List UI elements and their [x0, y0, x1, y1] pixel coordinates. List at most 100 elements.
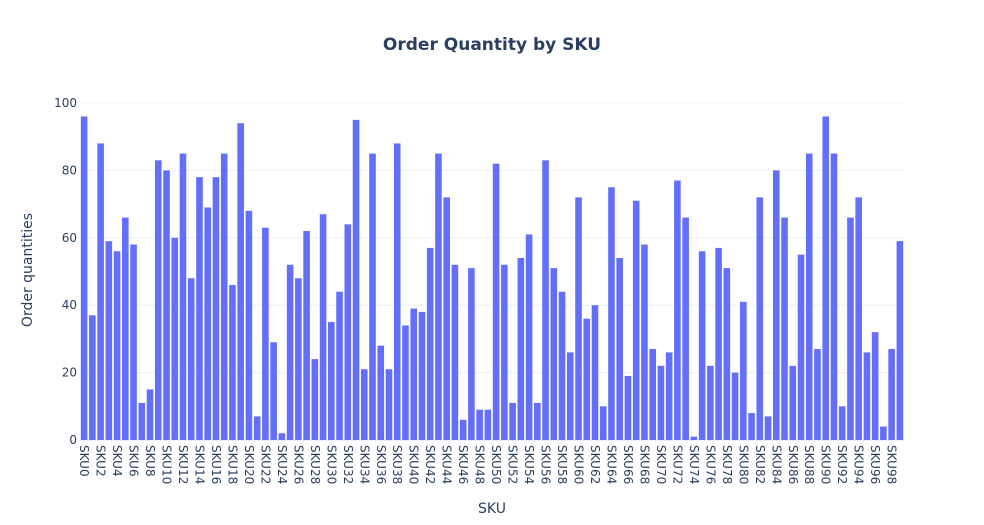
- bar[interactable]: [154, 160, 162, 441]
- bar[interactable]: [163, 170, 170, 440]
- bar[interactable]: [649, 349, 656, 440]
- bar[interactable]: [616, 258, 624, 440]
- bar[interactable]: [830, 153, 838, 441]
- bar[interactable]: [525, 234, 533, 440]
- bar[interactable]: [847, 217, 854, 440]
- bar[interactable]: [253, 416, 261, 440]
- bar[interactable]: [542, 160, 549, 441]
- bar[interactable]: [360, 369, 368, 440]
- bar[interactable]: [146, 389, 154, 440]
- bar[interactable]: [319, 214, 327, 440]
- bar[interactable]: [220, 153, 228, 441]
- bar[interactable]: [113, 251, 121, 440]
- bar[interactable]: [690, 436, 698, 440]
- bar[interactable]: [410, 308, 418, 440]
- bar[interactable]: [122, 217, 129, 440]
- bar[interactable]: [385, 369, 393, 440]
- bar[interactable]: [97, 143, 104, 440]
- bar[interactable]: [880, 426, 887, 440]
- bar[interactable]: [698, 251, 706, 440]
- bar[interactable]: [772, 170, 780, 440]
- bar[interactable]: [426, 247, 434, 440]
- bar[interactable]: [723, 268, 731, 440]
- bar[interactable]: [369, 153, 376, 441]
- bar[interactable]: [888, 349, 895, 440]
- bar[interactable]: [402, 325, 409, 440]
- bar[interactable]: [89, 315, 96, 440]
- bar[interactable]: [707, 365, 714, 440]
- bar[interactable]: [838, 406, 846, 440]
- bar[interactable]: [336, 291, 343, 440]
- bar[interactable]: [130, 244, 137, 440]
- bar[interactable]: [476, 409, 483, 440]
- bar[interactable]: [682, 217, 689, 440]
- bar[interactable]: [237, 123, 244, 440]
- bar[interactable]: [451, 264, 459, 440]
- bar[interactable]: [517, 258, 525, 440]
- bar[interactable]: [715, 247, 722, 440]
- bar[interactable]: [262, 227, 269, 440]
- bar[interactable]: [501, 264, 508, 440]
- bar[interactable]: [855, 197, 862, 440]
- bar[interactable]: [756, 197, 764, 440]
- bar[interactable]: [583, 318, 591, 440]
- bar[interactable]: [871, 332, 879, 440]
- bar[interactable]: [591, 305, 599, 440]
- bar[interactable]: [764, 416, 772, 440]
- bar[interactable]: [731, 372, 739, 440]
- bar[interactable]: [624, 375, 632, 440]
- bar[interactable]: [805, 153, 813, 441]
- bar[interactable]: [196, 177, 203, 440]
- bar[interactable]: [105, 241, 113, 440]
- bar[interactable]: [896, 241, 904, 440]
- bar[interactable]: [632, 200, 640, 440]
- bar[interactable]: [229, 284, 236, 440]
- bar[interactable]: [748, 413, 755, 440]
- bar[interactable]: [534, 402, 541, 440]
- bar[interactable]: [781, 217, 788, 440]
- bar[interactable]: [270, 342, 277, 440]
- bar[interactable]: [608, 187, 615, 440]
- bar[interactable]: [328, 322, 335, 440]
- bar[interactable]: [303, 231, 310, 440]
- bar[interactable]: [863, 352, 871, 440]
- bar[interactable]: [204, 207, 212, 440]
- bar[interactable]: [822, 116, 830, 440]
- bar[interactable]: [286, 264, 294, 440]
- bar[interactable]: [179, 153, 187, 441]
- bar[interactable]: [468, 268, 475, 440]
- bar[interactable]: [459, 419, 467, 440]
- bar[interactable]: [550, 268, 558, 440]
- bar[interactable]: [278, 433, 286, 440]
- bar[interactable]: [212, 177, 220, 440]
- bar[interactable]: [797, 254, 805, 440]
- bar[interactable]: [566, 352, 574, 440]
- bar[interactable]: [657, 365, 665, 440]
- bar[interactable]: [377, 345, 385, 440]
- bar[interactable]: [674, 180, 681, 440]
- bar[interactable]: [641, 244, 648, 440]
- bar[interactable]: [599, 406, 607, 440]
- bar[interactable]: [344, 224, 352, 440]
- bar[interactable]: [558, 291, 566, 440]
- bar[interactable]: [418, 311, 426, 440]
- bar[interactable]: [509, 402, 516, 440]
- bar[interactable]: [171, 237, 179, 440]
- bar[interactable]: [740, 301, 747, 440]
- bar[interactable]: [80, 116, 88, 440]
- bar[interactable]: [245, 210, 253, 440]
- bar[interactable]: [665, 352, 673, 440]
- bar[interactable]: [138, 402, 146, 440]
- bar[interactable]: [575, 197, 582, 440]
- bar[interactable]: [492, 163, 500, 440]
- bar[interactable]: [484, 409, 492, 440]
- bar[interactable]: [187, 278, 195, 440]
- bar[interactable]: [352, 119, 360, 440]
- bar[interactable]: [311, 359, 319, 440]
- bar[interactable]: [814, 349, 821, 440]
- bar[interactable]: [443, 197, 450, 440]
- bar[interactable]: [393, 143, 401, 440]
- bar[interactable]: [435, 153, 442, 441]
- bar[interactable]: [295, 278, 302, 440]
- bar[interactable]: [789, 365, 797, 440]
